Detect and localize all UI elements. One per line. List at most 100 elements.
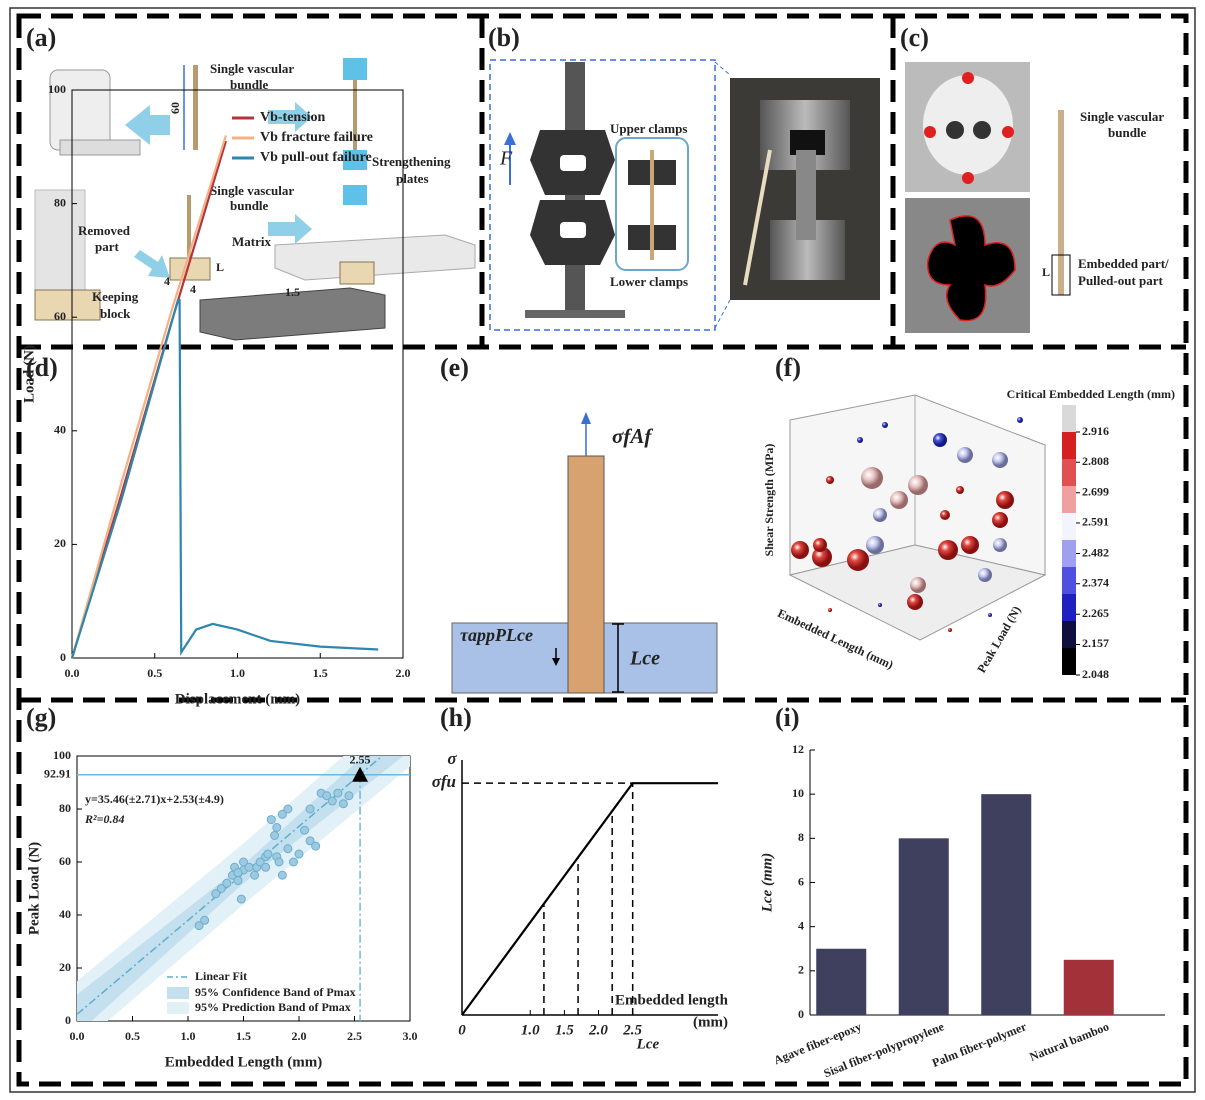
x-tick-label: 1.5 [313,666,328,680]
callout [489,59,716,331]
colorbar-segment [1062,621,1076,648]
legend-swatch [167,987,189,999]
x-tick-label: 1.5 [555,1022,574,1038]
point [233,876,243,886]
point [283,844,293,854]
sphere [956,486,964,494]
y-tick-label: 40 [54,423,66,437]
dashed-frame [16,13,1189,1087]
micrograph-feature [946,121,964,139]
arrow [552,658,560,666]
sphere [996,491,1014,509]
legend-label: Vb pull-out failure [260,150,372,165]
panel-label: (f) [775,353,801,382]
colorbar-segment [1062,405,1076,432]
y-tick-label: 4 [798,918,804,932]
y-tick-label: 10 [792,786,804,800]
x-tick-label: 0.5 [147,666,162,680]
annotation: plates [396,171,429,186]
force-arrow [581,412,591,424]
dimension-label: 1.5 [285,285,300,299]
sphere [882,422,888,428]
panel-f: (f) Shear Strength (MPa) Embedded Length… [762,353,1175,681]
x-axis-label: Displacement (mm) [175,691,300,707]
point [211,889,221,899]
mold [199,287,386,341]
bundle [650,150,654,260]
point [263,849,273,859]
plot-frame [71,89,404,659]
x-axis-label: Embedded Length (mm) [165,1054,323,1070]
sphere [978,568,992,582]
x-tick-label: 2.5 [622,1022,642,1038]
sphere [907,594,923,610]
arrow [268,102,312,132]
colorbar-segment [1062,486,1076,513]
annotation: Upper clamps [610,121,687,136]
annotation: τappPLce [460,625,533,645]
axis-label: Peak Load (N) [974,604,1023,676]
annotation: block [100,306,131,321]
colorbar-tick-label: 2.808 [1082,454,1109,468]
panel-label: (b) [488,23,520,52]
x-tick-label: 0 [458,1022,466,1038]
y-tick-label: 40 [59,907,71,921]
point [338,799,348,809]
annotation: Pulled-out part [1078,273,1164,288]
y-tick-label: 80 [59,801,71,815]
y-axis-label: σ [447,749,457,768]
colorbar-tick-label: 2.699 [1082,485,1109,499]
x-tick-label: 3.0 [403,1029,418,1043]
callout-line [714,61,731,76]
plate [343,150,367,170]
sphere [857,437,863,443]
dimension-label: L [1042,265,1050,279]
point [250,870,260,880]
micrograph-feature [926,215,1016,322]
bar [981,794,1032,1015]
point [294,849,304,859]
dimension-label: 4 [190,282,196,296]
micrograph-feature [973,121,991,139]
y-tick-label: 2 [798,963,804,977]
point [327,796,337,806]
sphere [812,547,832,567]
annotation: Embedded part/ [1078,256,1169,271]
x-tick-label: 1.0 [230,666,245,680]
bundle [1058,110,1064,295]
axis-label: Shear Strength (MPa) [762,444,776,557]
reference-point [352,766,369,782]
point [344,791,354,801]
annotation: Strengthening [372,154,451,169]
legend-label: Vb-tension [260,110,326,125]
plate [343,185,367,205]
colorbar-tick-label: 2.048 [1082,667,1109,681]
colorbar-tick-label: 2.265 [1082,606,1109,620]
sphere [890,491,908,509]
colorbar-segment [1062,540,1076,567]
point [236,894,246,904]
x-marker-label: Lce [636,1036,660,1052]
sphere [813,538,827,552]
bundle [353,80,357,150]
panel-label: (h) [440,703,472,732]
point [216,884,226,893]
outer-frame [9,7,1196,1093]
x-tick-label: 2.5 [347,1029,362,1043]
sphere [873,508,887,522]
reference-x-label: 2.55 [350,753,371,767]
line [461,782,718,1016]
sphere [940,510,950,520]
panel-label: (g) [26,703,56,732]
y-tick-label: 0 [65,1013,71,1027]
point [233,868,243,878]
annotation: Matrix [232,234,271,249]
sphere [988,613,992,617]
annotation: Single vascular [210,61,294,76]
bar [816,948,867,1015]
point [194,921,204,931]
y-tick-label: 60 [59,854,71,868]
point [266,815,276,825]
sphere [938,540,958,560]
marker [1002,126,1014,138]
